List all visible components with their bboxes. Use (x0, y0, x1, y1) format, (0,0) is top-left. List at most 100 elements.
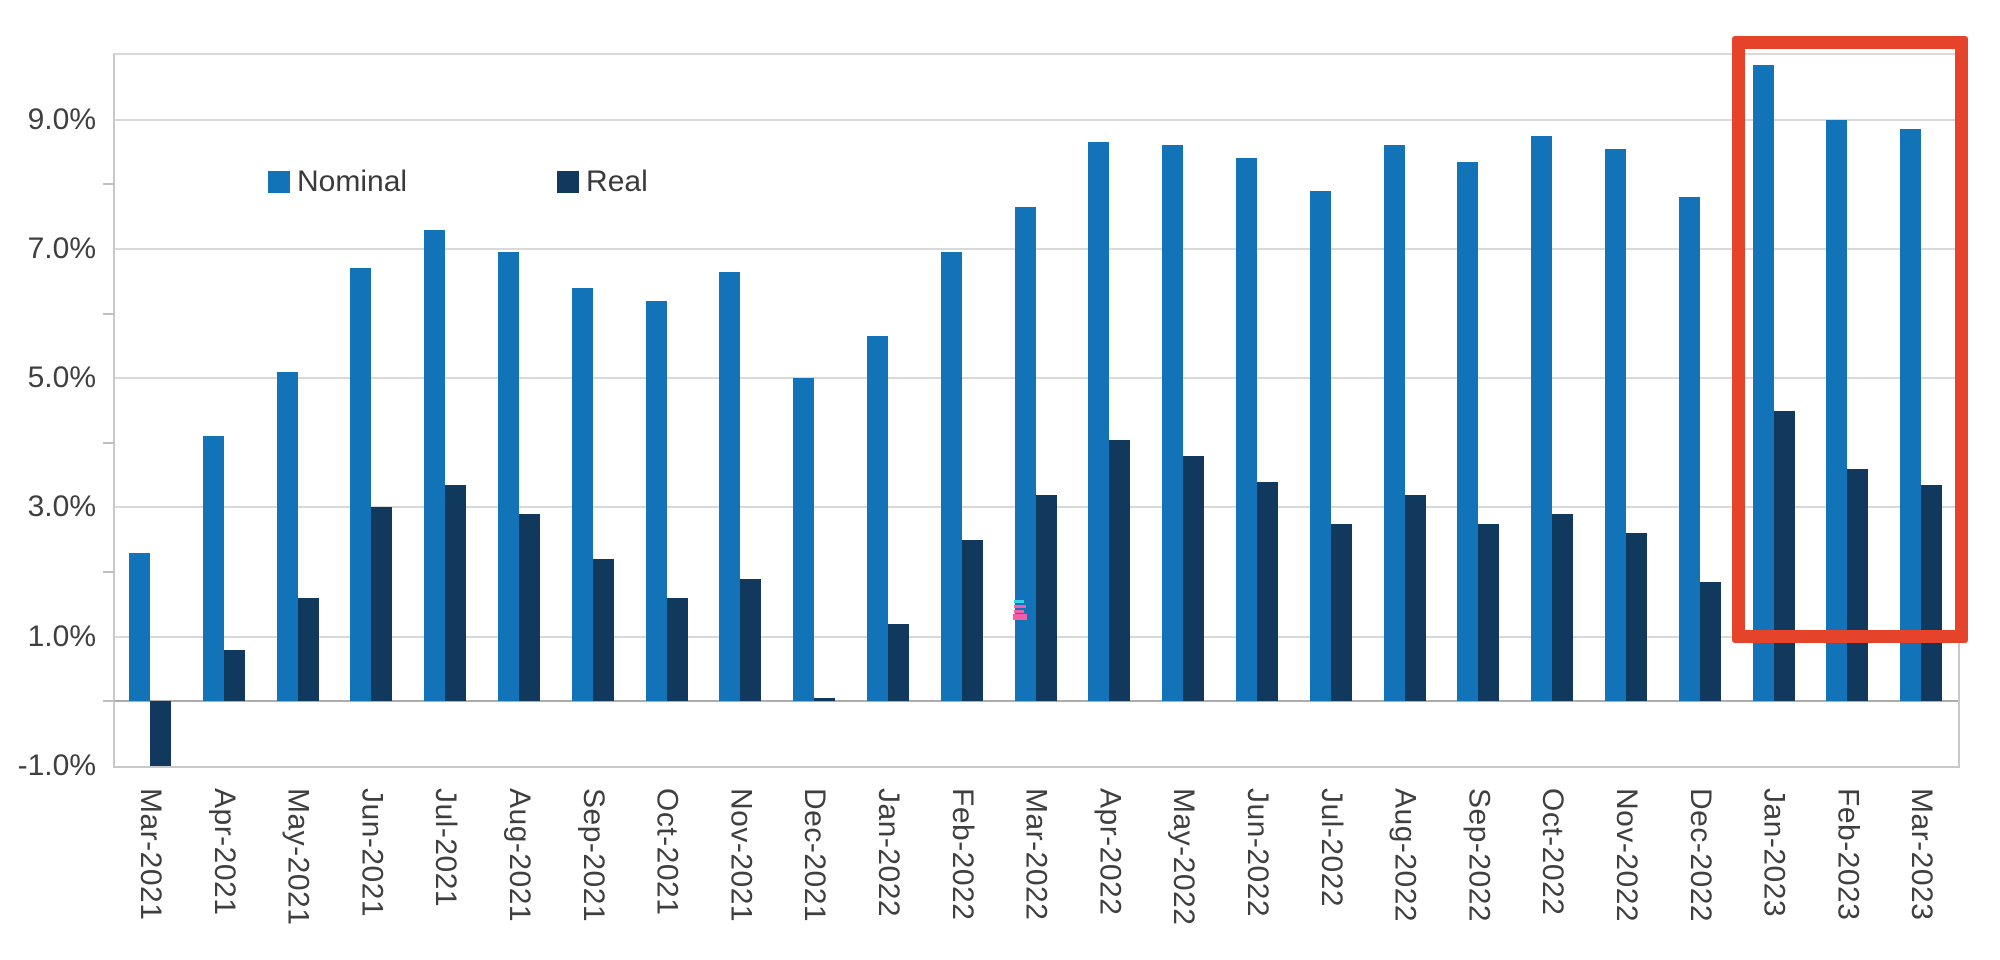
x-tick-label: Nov-2022 (1610, 788, 1643, 923)
bar-real-Jan-2022 (888, 623, 909, 702)
bar-real-Mar-2022 (1035, 494, 1057, 702)
bar-nominal-Oct-2021 (645, 300, 667, 702)
x-tick-label: Jul-2022 (1314, 788, 1348, 908)
bar-nominal-Sep-2022 (1457, 161, 1479, 702)
x-tick-label: Oct-2021 (650, 788, 684, 916)
y-tick-label: 1.0% (27, 619, 96, 653)
bar-real-Nov-2021 (740, 578, 762, 702)
x-tick-label: Jun-2021 (355, 788, 389, 918)
bar-nominal-Jul-2021 (424, 229, 446, 702)
y-axis-minor-tick (103, 700, 115, 703)
bar-real-Nov-2022 (1626, 533, 1647, 702)
x-axis-baseline (115, 700, 1958, 703)
screen-artifact (1013, 614, 1027, 620)
bar-nominal-Dec-2021 (793, 378, 815, 702)
x-tick-label: Apr-2021 (207, 788, 241, 916)
y-axis-minor-tick (103, 441, 115, 444)
x-tick-label: May-2021 (281, 788, 315, 926)
bar-real-Apr-2021 (223, 649, 245, 702)
x-tick-label: May-2022 (1167, 788, 1201, 926)
bar-real-May-2021 (297, 597, 319, 702)
bar-nominal-Aug-2021 (498, 252, 519, 702)
x-tick-label: Feb-2022 (945, 788, 979, 921)
bar-real-Jun-2021 (371, 507, 393, 702)
nominal-swatch-icon (268, 171, 290, 193)
bar-real-Jan-2023 (1773, 410, 1795, 702)
bar-real-Jul-2022 (1330, 523, 1352, 702)
gridline-5.0% (115, 377, 1958, 380)
bar-nominal-Jan-2023 (1752, 64, 1774, 702)
screen-artifact (1014, 610, 1024, 613)
bar-nominal-Apr-2022 (1088, 142, 1110, 702)
x-tick-label: Dec-2022 (1683, 788, 1717, 923)
bar-nominal-May-2022 (1162, 145, 1184, 702)
highlight-rectangle (1732, 36, 1968, 643)
bar-real-Sep-2022 (1478, 523, 1500, 702)
gridline-7.0% (115, 247, 1958, 250)
bar-nominal-May-2021 (276, 371, 298, 702)
x-tick-label: Oct-2022 (1536, 788, 1570, 916)
x-tick-label: Mar-2021 (134, 788, 167, 921)
x-tick-label: Jun-2022 (1241, 788, 1274, 918)
bar-nominal-Nov-2021 (719, 271, 741, 702)
legend: Nominal Real (268, 165, 648, 199)
bar-nominal-Sep-2021 (571, 287, 593, 702)
bar-nominal-Mar-2021 (129, 552, 150, 702)
bar-nominal-Feb-2023 (1826, 119, 1848, 702)
bar-nominal-Mar-2022 (1014, 206, 1036, 702)
y-axis-minor-tick (103, 183, 115, 186)
y-tick-label: 9.0% (27, 102, 96, 136)
bar-nominal-Jun-2021 (350, 268, 372, 702)
screen-artifact (1014, 600, 1024, 603)
bar-real-Sep-2021 (592, 559, 614, 702)
bar-real-Oct-2021 (666, 597, 688, 702)
bar-real-May-2022 (1183, 455, 1205, 702)
plot-area (103, 36, 1968, 768)
bar-real-Dec-2021 (814, 698, 836, 702)
y-tick-label: 7.0% (27, 231, 96, 265)
x-tick-label: Nov-2021 (724, 788, 758, 923)
y-tick-label: 5.0% (27, 361, 96, 395)
x-tick-label: Apr-2022 (1093, 788, 1127, 916)
bar-real-Mar-2021 (150, 701, 171, 766)
legend-label-real: Real (586, 165, 648, 198)
bar-real-Aug-2021 (519, 513, 540, 702)
bar-real-Feb-2022 (961, 539, 983, 702)
legend-item-nominal: Nominal (268, 165, 407, 199)
y-axis-minor-tick (103, 312, 115, 315)
x-tick-label: Sep-2022 (1462, 788, 1496, 923)
x-tick-label: Mar-2022 (1019, 788, 1053, 921)
bar-real-Mar-2023 (1921, 484, 1943, 702)
x-tick-label: Aug-2022 (1388, 788, 1422, 923)
gridline-9.0% (115, 118, 1958, 121)
legend-label-nominal: Nominal (297, 165, 408, 198)
bar-nominal-Apr-2021 (202, 436, 224, 702)
x-tick-label: Aug-2021 (503, 788, 536, 923)
x-tick-label: Feb-2023 (1831, 788, 1865, 921)
x-tick-label: Jan-2023 (1757, 788, 1791, 918)
bar-nominal-Dec-2022 (1678, 197, 1700, 702)
bar-nominal-Jun-2022 (1236, 158, 1257, 702)
y-tick-label: -1.0% (17, 749, 96, 782)
bar-real-Jul-2021 (445, 484, 467, 702)
bar-nominal-Oct-2022 (1531, 135, 1553, 702)
y-tick-label: 3.0% (27, 490, 96, 524)
x-tick-label: Jan-2022 (872, 788, 905, 918)
bar-real-Feb-2023 (1847, 468, 1869, 702)
x-tick-label: Dec-2021 (798, 788, 832, 923)
x-tick-label: Mar-2023 (1905, 788, 1939, 921)
bar-nominal-Nov-2022 (1605, 148, 1626, 702)
y-axis-minor-tick (103, 571, 115, 574)
bar-real-Aug-2022 (1404, 494, 1426, 702)
bar-nominal-Feb-2022 (940, 252, 962, 702)
legend-item-real: Real (557, 165, 648, 199)
bar-real-Apr-2022 (1109, 439, 1131, 702)
x-tick-label: Jul-2021 (429, 788, 463, 908)
bar-nominal-Jul-2022 (1309, 190, 1331, 702)
bar-real-Oct-2022 (1552, 513, 1574, 702)
x-tick-label: Sep-2021 (576, 788, 610, 923)
bar-real-Jun-2022 (1257, 481, 1278, 702)
screen-artifact (1014, 605, 1026, 608)
bar-nominal-Mar-2023 (1900, 129, 1922, 702)
